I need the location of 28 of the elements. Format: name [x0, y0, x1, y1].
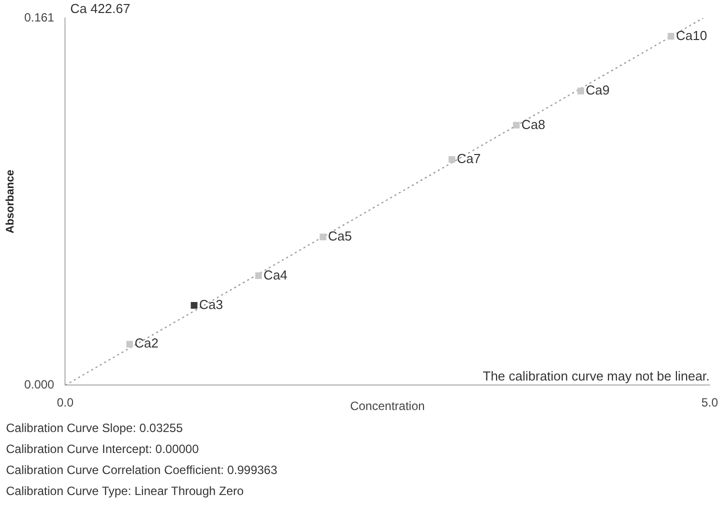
text: Calibration Curve Intercept: 0.00000	[6, 441, 200, 458]
point	[577, 88, 584, 94]
annotation: Ca8	[521, 116, 546, 132]
annotation: Ca5	[328, 228, 352, 244]
annotation: Ca3	[199, 296, 223, 312]
point	[668, 32, 674, 40]
point	[126, 340, 133, 348]
chart-title: Ca 422.67	[70, 1, 130, 16]
text: Calibration Curve Correlation Coefficient: 0.999363	[6, 462, 278, 479]
annotation: Ca10	[676, 28, 708, 43]
annotation: Ca4	[264, 267, 288, 282]
x-axis-title: Concentration	[350, 399, 425, 414]
annotation: The calibration curve may not be linear.	[482, 368, 710, 384]
text: Calibration Curve Type: Linear Through Zero	[6, 483, 245, 500]
annotation: Ca9	[586, 82, 610, 98]
y-tick-label: 0.000	[24, 378, 55, 392]
x-tick-label: 5.0	[701, 396, 718, 410]
annotation: Ca7	[456, 150, 481, 166]
point	[255, 272, 262, 280]
point	[513, 122, 520, 129]
x-tick-label: 0.0	[56, 396, 74, 410]
y-tick-label: 0.161	[24, 10, 55, 24]
y-axis-title: Absorbance	[4, 170, 17, 234]
point	[190, 302, 198, 309]
point	[448, 156, 456, 163]
annotation: Ca2	[134, 336, 159, 351]
point	[320, 234, 326, 240]
text: Calibration Curve Slope: 0.03255	[6, 420, 184, 437]
